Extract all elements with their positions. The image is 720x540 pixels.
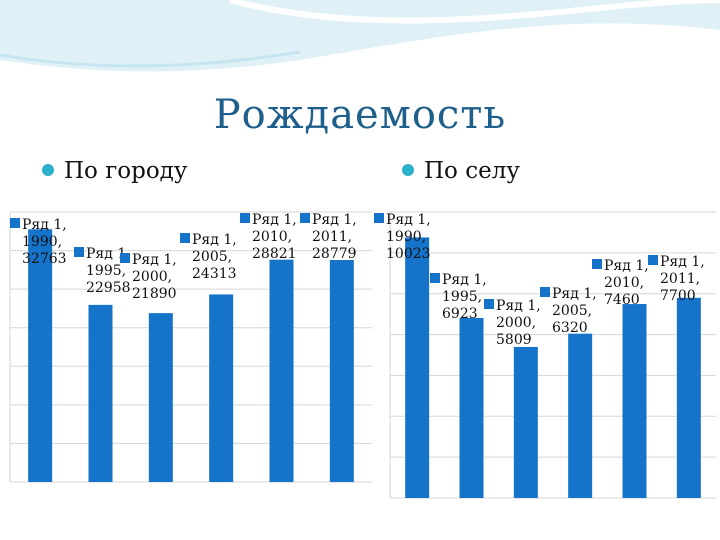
- city-label-marker-icon: [300, 213, 310, 223]
- bullet-city-label: По городу: [64, 158, 188, 184]
- city-bar-2010: [269, 259, 294, 482]
- village-data-label: 5809: [496, 332, 532, 348]
- city-data-label: 21890: [132, 286, 177, 302]
- village-label-marker-icon: [540, 287, 550, 297]
- village-data-label: 10023: [386, 246, 431, 262]
- city-data-label: 22958: [86, 280, 131, 296]
- village-bar-2010: [622, 304, 647, 498]
- village-data-label: Ряд 1,: [496, 298, 541, 314]
- village-data-label: Ряд 1,: [386, 212, 431, 228]
- village-data-label: 7460: [604, 292, 640, 308]
- city-label-marker-icon: [240, 213, 250, 223]
- village-data-label: 1990,: [386, 229, 426, 245]
- city-data-label: Ряд 1,: [132, 252, 177, 268]
- village-data-label: 1995,: [442, 289, 482, 305]
- village-data-label: 2010,: [604, 275, 644, 291]
- city-data-label: Ряд 1,: [312, 212, 357, 228]
- city-bar-1995: [88, 304, 113, 482]
- city-data-label: 2005,: [192, 249, 232, 265]
- city-label-marker-icon: [180, 233, 190, 243]
- bullet-city: По городу: [42, 158, 187, 184]
- city-bar-2000: [148, 313, 173, 482]
- village-data-label: Ряд 1,: [442, 272, 487, 288]
- city-label-marker-icon: [120, 253, 130, 263]
- village-data-label: 2011,: [660, 271, 700, 287]
- city-data-label: Ряд 1,: [86, 246, 131, 262]
- village-data-label: 7700: [660, 288, 696, 304]
- village-label-marker-icon: [592, 259, 602, 269]
- village-data-label: Ряд 1,: [552, 286, 597, 302]
- header-swoosh: [0, 0, 720, 72]
- city-data-label: Ряд 1,: [192, 232, 237, 248]
- city-data-label: 2000,: [132, 269, 172, 285]
- city-bar-1990: [28, 229, 53, 482]
- city-data-label: 24313: [192, 266, 237, 282]
- village-bar-1995: [459, 318, 484, 498]
- bullet-village: По селу: [402, 158, 520, 184]
- city-data-label: 2011,: [312, 229, 352, 245]
- village-data-label: 6923: [442, 306, 478, 322]
- village-bar-2005: [568, 333, 593, 498]
- bullet-dot-icon: [42, 164, 54, 176]
- village-bar-2011: [676, 297, 701, 498]
- city-data-label: Ряд 1,: [252, 212, 297, 228]
- village-data-label: 6320: [552, 320, 588, 336]
- village-bar-2000: [513, 346, 538, 498]
- village-data-label: Ряд 1,: [604, 258, 649, 274]
- city-data-label: 28821: [252, 246, 297, 262]
- city-label-marker-icon: [10, 218, 20, 228]
- city-data-label: 1995,: [86, 263, 126, 279]
- city-data-label: 1990,: [22, 234, 62, 250]
- village-data-label: 2005,: [552, 303, 592, 319]
- bullet-village-label: По селу: [424, 158, 520, 184]
- village-data-label: Ряд 1,: [660, 254, 705, 270]
- village-label-marker-icon: [374, 213, 384, 223]
- village-label-marker-icon: [484, 299, 494, 309]
- village-label-marker-icon: [648, 255, 658, 265]
- city-bar-2005: [209, 294, 234, 482]
- city-data-label: 32763: [22, 251, 67, 267]
- village-bar-1990: [405, 237, 430, 499]
- city-data-label: 28779: [312, 246, 357, 262]
- city-data-label: Ряд 1,: [22, 217, 67, 233]
- slide-title: Рождаемость: [213, 92, 507, 138]
- village-label-marker-icon: [430, 273, 440, 283]
- village-data-label: 2000,: [496, 315, 536, 331]
- city-label-marker-icon: [74, 247, 84, 257]
- bullet-dot-icon: [402, 164, 414, 176]
- city-data-label: 2010,: [252, 229, 292, 245]
- city-bar-2011: [329, 259, 354, 482]
